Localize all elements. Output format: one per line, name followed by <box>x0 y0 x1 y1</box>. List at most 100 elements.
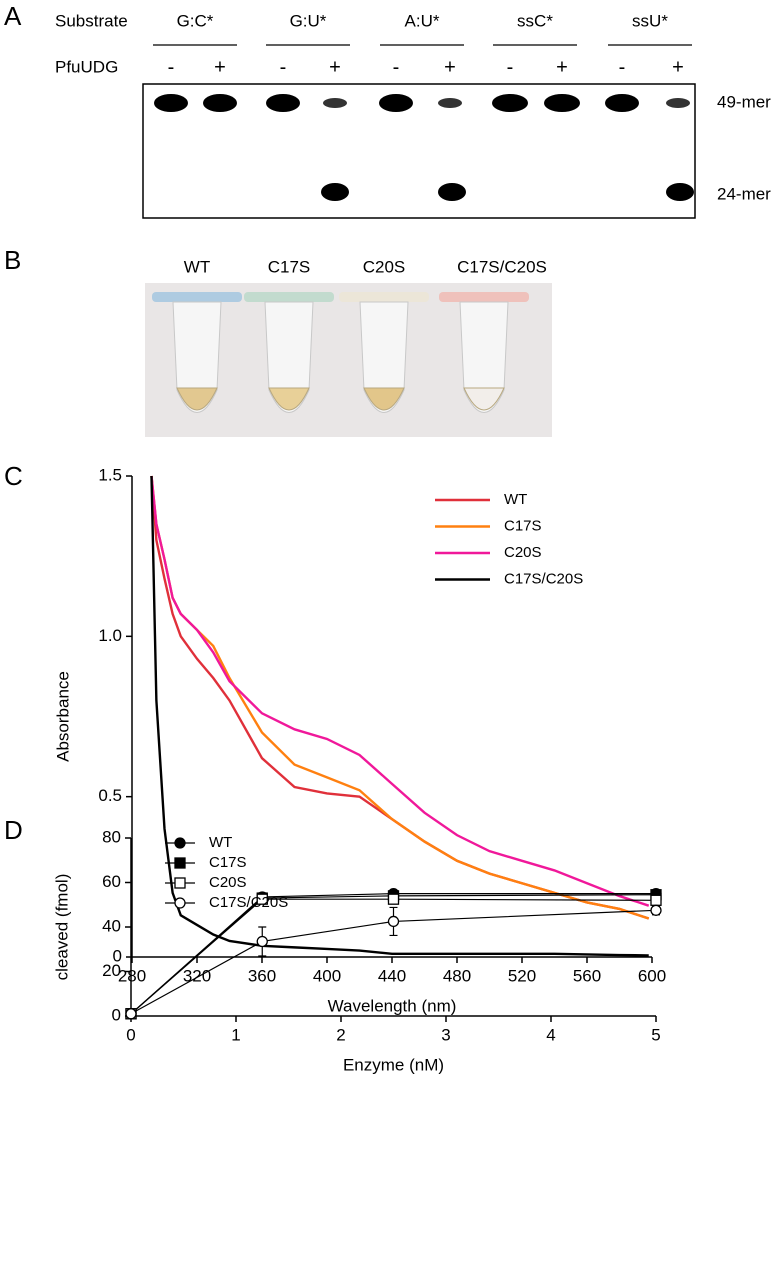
y-tick-label: 20 <box>102 961 121 980</box>
x-tick-label: 3 <box>441 1025 450 1044</box>
legend-marker <box>174 857 186 869</box>
tube-body <box>359 301 409 413</box>
series-line <box>130 898 657 1015</box>
tube-cap <box>152 292 242 302</box>
marker <box>650 894 662 906</box>
legend-label: C17S/C20S <box>209 894 288 911</box>
tube-label: C20S <box>363 257 406 276</box>
band <box>154 94 188 112</box>
row-label: Substrate <box>55 11 128 30</box>
panel-label: A <box>4 1 22 31</box>
x-tick-label: 1 <box>231 1025 240 1044</box>
marker <box>387 893 400 905</box>
x-tick-label: 0 <box>126 1025 135 1044</box>
y-tick-label: 60 <box>102 872 121 891</box>
band-label: 24-mer <box>717 184 771 203</box>
band <box>438 183 466 201</box>
y-axis-label: Absorbance <box>53 671 72 762</box>
lane-label: + <box>556 56 568 78</box>
row-label: PfuUDG <box>55 57 118 76</box>
marker <box>125 1008 137 1020</box>
substrate-label: G:C* <box>177 11 214 30</box>
series-line <box>150 475 650 907</box>
band <box>203 94 237 112</box>
band <box>492 94 528 112</box>
tube-cap <box>244 292 334 302</box>
legend-label: C17S/C20S <box>504 570 583 587</box>
lane-label: - <box>393 56 400 78</box>
substrate-label: A:U* <box>405 11 440 30</box>
panel-label: B <box>4 245 21 275</box>
tube-cap <box>439 292 529 302</box>
tube-label: WT <box>184 257 210 276</box>
lane-label: + <box>672 56 684 78</box>
legend-label: WT <box>504 491 527 508</box>
tube-liquid <box>463 387 505 411</box>
legend-marker <box>174 877 186 889</box>
band <box>323 98 347 108</box>
legend-label: C20S <box>209 874 247 891</box>
x-axis-label: Enzyme (nM) <box>343 1055 444 1074</box>
series-line <box>130 909 657 1015</box>
legend-marker <box>174 837 186 849</box>
legend-label: C17S <box>209 854 247 871</box>
x-tick-label: 5 <box>651 1025 660 1044</box>
tube-label: C17S/C20S <box>457 257 547 276</box>
y-tick-label: 40 <box>102 916 121 935</box>
tube-liquid <box>363 387 405 411</box>
band <box>666 98 690 108</box>
y-tick-label: 1.0 <box>98 626 122 645</box>
band <box>266 94 300 112</box>
tube-label: C17S <box>268 257 311 276</box>
legend-label: C17S <box>504 517 542 534</box>
x-tick-label: 2 <box>336 1025 345 1044</box>
legend-marker <box>174 897 186 909</box>
marker <box>256 935 268 948</box>
y-tick-label: 1.5 <box>98 465 122 484</box>
band <box>605 94 639 112</box>
band <box>438 98 462 108</box>
marker <box>256 893 268 905</box>
gel-bands <box>154 94 694 201</box>
band <box>544 94 580 112</box>
marker <box>650 904 662 916</box>
x-axis-label: Wavelength (nm) <box>328 996 457 1015</box>
lane-label: - <box>507 56 514 78</box>
y-tick-label: 80 <box>102 827 121 846</box>
x-tick-label: 600 <box>638 966 666 985</box>
x-tick-label: 280 <box>118 966 146 985</box>
substrate-label: ssU* <box>632 11 668 30</box>
substrate-label: ssC* <box>517 11 553 30</box>
x-tick-label: 360 <box>248 966 276 985</box>
y-tick-label: 0 <box>112 1005 121 1024</box>
x-tick-label: 520 <box>508 966 536 985</box>
lane-label: - <box>619 56 626 78</box>
tube-liquid <box>268 387 310 411</box>
x-tick-label: 480 <box>443 966 471 985</box>
series-line <box>150 475 650 920</box>
legend-label: WT <box>209 834 232 851</box>
panel-label: D <box>4 815 23 845</box>
lane-label: - <box>280 56 287 78</box>
x-tick-label: 440 <box>378 966 406 985</box>
lane-label: + <box>214 56 226 78</box>
y-tick-label: 0 <box>113 946 122 965</box>
tube-body <box>264 301 314 413</box>
tube-body <box>172 301 222 413</box>
tube-liquid <box>176 387 218 411</box>
lane-label: - <box>168 56 175 78</box>
tube-cap <box>339 292 429 302</box>
tubes <box>152 292 529 413</box>
band <box>379 94 413 112</box>
tube-body <box>459 301 509 413</box>
band <box>666 183 694 201</box>
y-axis-label: cleaved (fmol) <box>52 874 71 981</box>
marker <box>387 915 400 928</box>
y-tick-label: 0.5 <box>98 786 122 805</box>
x-tick-label: 560 <box>573 966 601 985</box>
substrate-label: G:U* <box>290 11 327 30</box>
x-tick-label: 4 <box>546 1025 555 1044</box>
lane-label: + <box>329 56 341 78</box>
legend-label: C20S <box>504 544 542 561</box>
